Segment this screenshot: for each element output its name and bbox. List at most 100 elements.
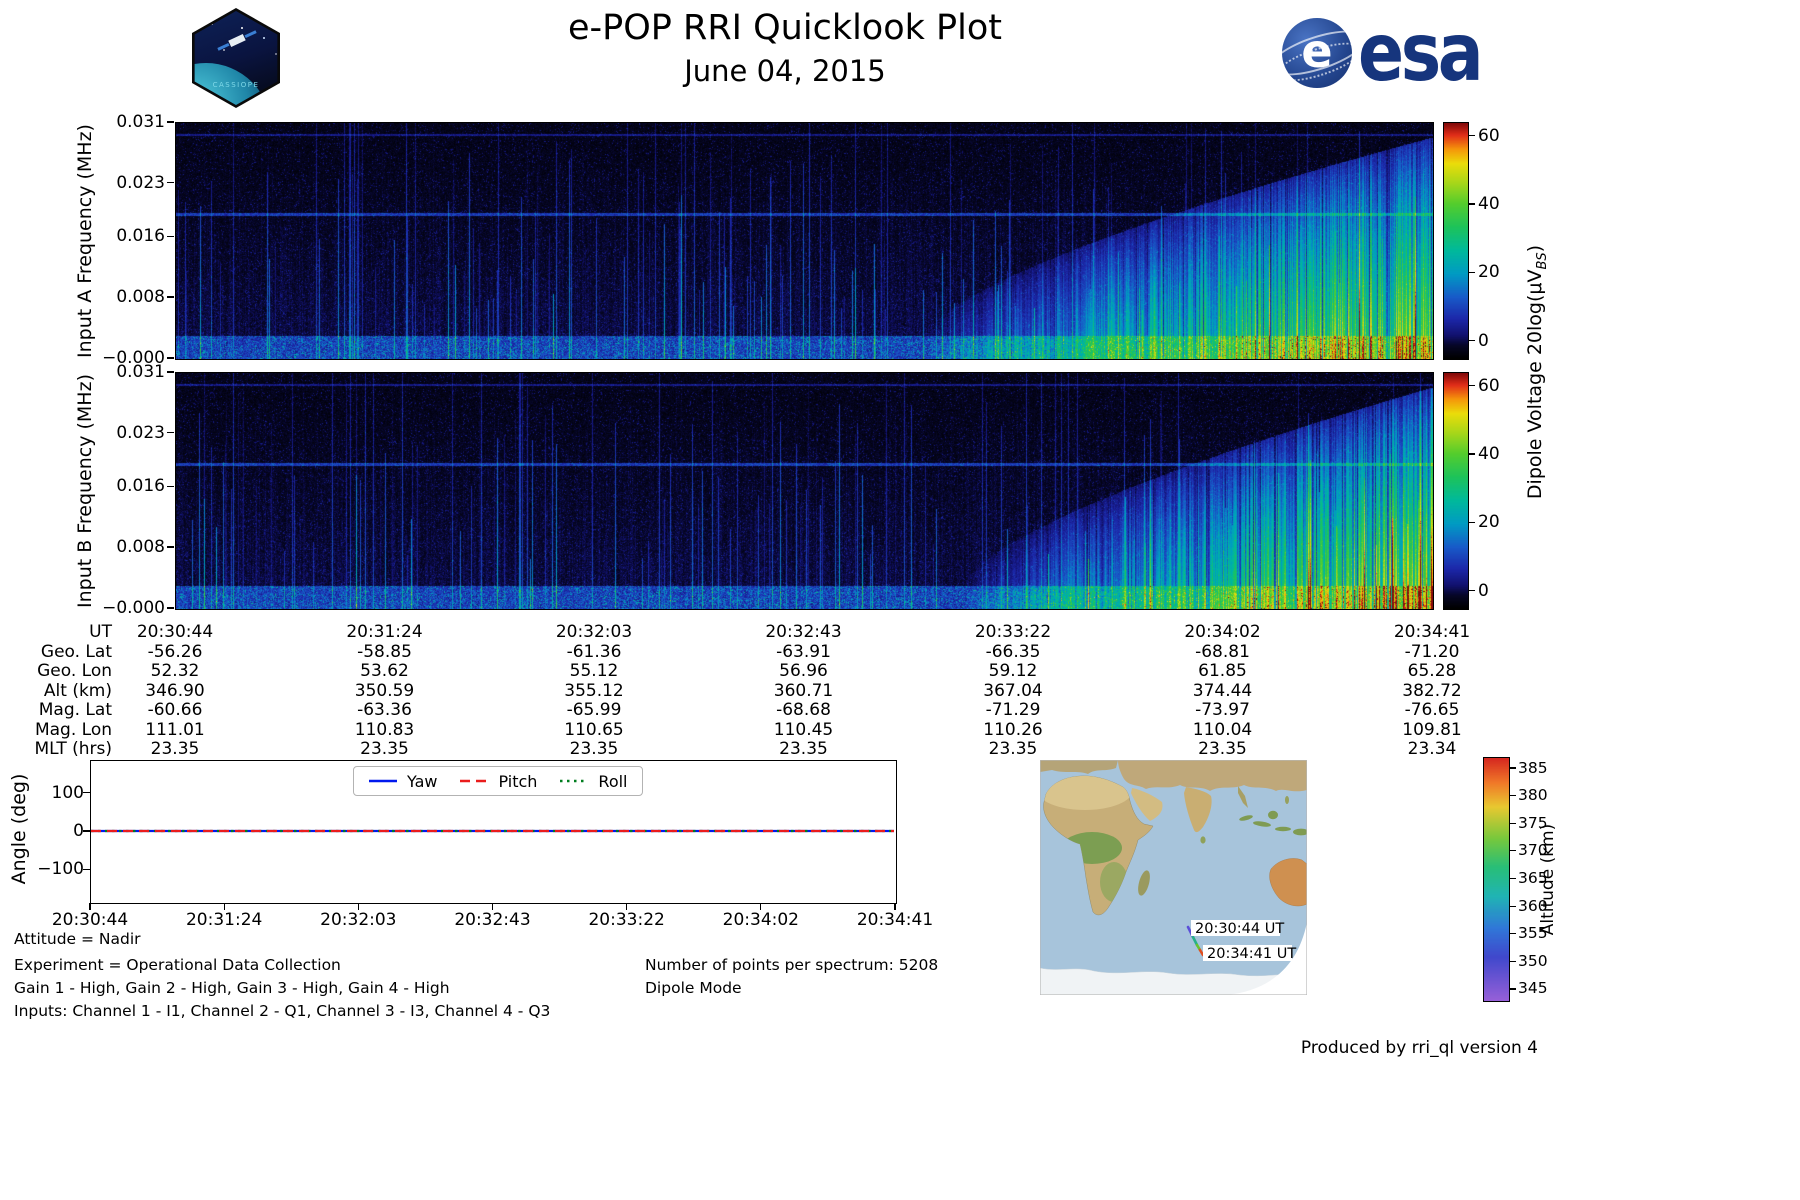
altitude-tick-label: 385: [1518, 758, 1548, 777]
tick-mark: [1469, 453, 1475, 455]
ephemeris-value: 20:34:02: [1184, 622, 1261, 642]
ephemeris-row: Mag. Lon 111.01 110.83 110.65 110.45 110.26 11…: [0, 719, 1462, 740]
tick-mark: [167, 371, 174, 373]
altitude-colorbar: [1483, 757, 1510, 1002]
voltage-colorbar-a-ticks: 60 40 20 0: [1478, 122, 1522, 358]
ephemeris-table: UT 20:30:44 20:31:24 20:32:03 20:32:43 20:33:…: [0, 622, 1471, 762]
freq-tick-label: 0.031: [116, 112, 165, 132]
ephemeris-value: 20:32:03: [555, 622, 633, 642]
tick-mark: [1510, 960, 1516, 962]
voltage-label-suffix: ): [1524, 244, 1546, 253]
tick-mark: [1510, 850, 1516, 852]
page-title: e-POP RRI Quicklook Plot: [567, 8, 1002, 48]
voltage-colorbar-b-ticks: 60 40 20 0: [1478, 372, 1522, 608]
ephemeris-value: 59.12: [988, 661, 1038, 681]
altitude-tick-label: 360: [1518, 896, 1548, 915]
ephemeris-value: 20:32:43: [765, 622, 842, 642]
voltage-tick-label: 40: [1478, 194, 1500, 215]
voltage-colorbar-b-canvas: [1444, 373, 1468, 609]
input-a-spectrogram-canvas: [176, 123, 1433, 359]
legend-item-pitch: Pitch: [459, 772, 537, 791]
voltage-tick-label: 0: [1478, 330, 1489, 351]
tick-mark: [167, 485, 174, 487]
freq-tick-label: −0.000: [102, 598, 165, 618]
input-b-spectrogram: [175, 372, 1434, 610]
altitude-colorbar-label: Altitude (km): [1538, 823, 1558, 936]
tick-mark: [626, 903, 628, 910]
ephemeris-value: 23.35: [360, 739, 409, 759]
landmasses: [1039, 760, 1309, 996]
altitude-tick-label: 370: [1518, 841, 1548, 860]
ephemeris-row: Geo. Lat -56.26 -58.85 -61.36 -63.91 -66.35 -6…: [0, 642, 1460, 662]
ephemeris-value: 23.35: [569, 739, 619, 759]
ephemeris-value: 109.81: [1402, 719, 1462, 740]
angle-xtick-label: 20:34:41: [856, 910, 934, 930]
tick-mark: [167, 546, 174, 548]
track-start-label: 20:30:44 UT: [1195, 921, 1284, 937]
freq-tick-label: 0.023: [116, 422, 165, 443]
inputs-text: Inputs: Channel 1 - I1, Channel 2 - Q1, …: [14, 1002, 551, 1020]
attitude-text: Attitude = Nadir: [14, 930, 141, 948]
ephemeris-value: -66.35: [985, 641, 1041, 662]
input-b-ytick-labels: 0.031 0.023 0.016 0.008 −0.000: [95, 362, 165, 618]
ephemeris-row-label: Mag. Lon: [34, 719, 112, 740]
altitude-tick-label: 355: [1518, 924, 1548, 943]
input-a-ytick-labels: 0.031 0.023 0.016 0.008 −0.000: [95, 112, 165, 368]
ephemeris-value: 374.44: [1192, 680, 1253, 701]
tick-mark: [1469, 521, 1475, 524]
gains-text: Gain 1 - High, Gain 2 - High, Gain 3 - H…: [14, 979, 450, 997]
altitude-tick-label: 345: [1518, 979, 1548, 998]
voltage-tick-label: 20: [1478, 262, 1500, 283]
ephemeris-value: 52.32: [150, 661, 200, 681]
label-bg: [1191, 920, 1280, 936]
legend-item-roll: Roll: [559, 771, 628, 791]
tick-mark: [167, 235, 174, 237]
freq-tick-label: 0.023: [116, 172, 165, 193]
experiment-text: Experiment = Operational Data Collection: [14, 956, 341, 974]
europe-landmass: [1040, 760, 1118, 774]
satellite-ground-track: [1186, 925, 1205, 957]
track-time-labels: 20:30:44 UT 20:34:41 UT: [1191, 920, 1296, 962]
roll-line-sample: [560, 779, 589, 783]
freq-tick-label: −0.000: [102, 348, 165, 368]
dipole-mode-text: Dipole Mode: [645, 979, 742, 997]
plot-date: June 04, 2015: [684, 54, 886, 88]
input-b-spectrogram-canvas: [176, 373, 1433, 609]
figure-corner-cut: [1226, 922, 1307, 995]
ephemeris-value: 55.12: [569, 661, 619, 681]
angle-xtick-label: 20:34:02: [722, 910, 800, 930]
borneo: [1268, 810, 1278, 820]
voltage-label-prefix: Dipole Voltage 20log(μV: [1524, 269, 1546, 500]
tick-mark: [167, 607, 174, 609]
ephemeris-row-label: Geo. Lon: [37, 661, 112, 681]
ephemeris-value: 23.35: [779, 739, 828, 759]
ephemeris-value: -68.68: [776, 700, 831, 720]
ephemeris-row: Geo. Lon 52.32 53.62 55.12 56.96 59.12 61.85 65…: [0, 661, 1460, 681]
tick-mark: [1510, 822, 1516, 824]
legend-label: Roll: [598, 771, 628, 791]
ephemeris-value: -56.26: [147, 641, 203, 662]
satellite-icon: [228, 33, 246, 48]
ephemeris-value: 355.12: [564, 680, 624, 701]
tick-mark: [83, 868, 90, 870]
ephemeris-value: -73.97: [1195, 700, 1250, 720]
ephemeris-value: 367.04: [983, 680, 1043, 701]
asia-landmass: [1118, 760, 1307, 792]
ephemeris-value: 110.26: [983, 719, 1043, 740]
tick-mark: [1510, 988, 1516, 990]
ephemeris-value: 110.65: [564, 719, 624, 740]
angle-xtick-label: 20:32:03: [320, 910, 397, 930]
angle-ytick-labels: 100 0 −100: [22, 760, 84, 902]
tick-mark: [167, 121, 174, 123]
voltage-label-subscript: BS: [1534, 252, 1550, 270]
ground-track-map: 20:30:44 UT 20:34:41 UT: [1039, 760, 1309, 996]
ephemeris-value: 346.90: [145, 680, 205, 701]
tick-mark: [1510, 905, 1516, 907]
stars-decor: [211, 23, 213, 25]
input-b-ylabel: Input B Frequency (MHz): [74, 374, 96, 608]
tick-mark: [83, 830, 90, 832]
ephemeris-value: -60.66: [147, 700, 203, 720]
track-end-label: 20:34:41 UT: [1207, 946, 1296, 962]
input-a-ylabel: Input A Frequency (MHz): [74, 124, 96, 358]
input-a-spectrogram: [175, 122, 1434, 360]
